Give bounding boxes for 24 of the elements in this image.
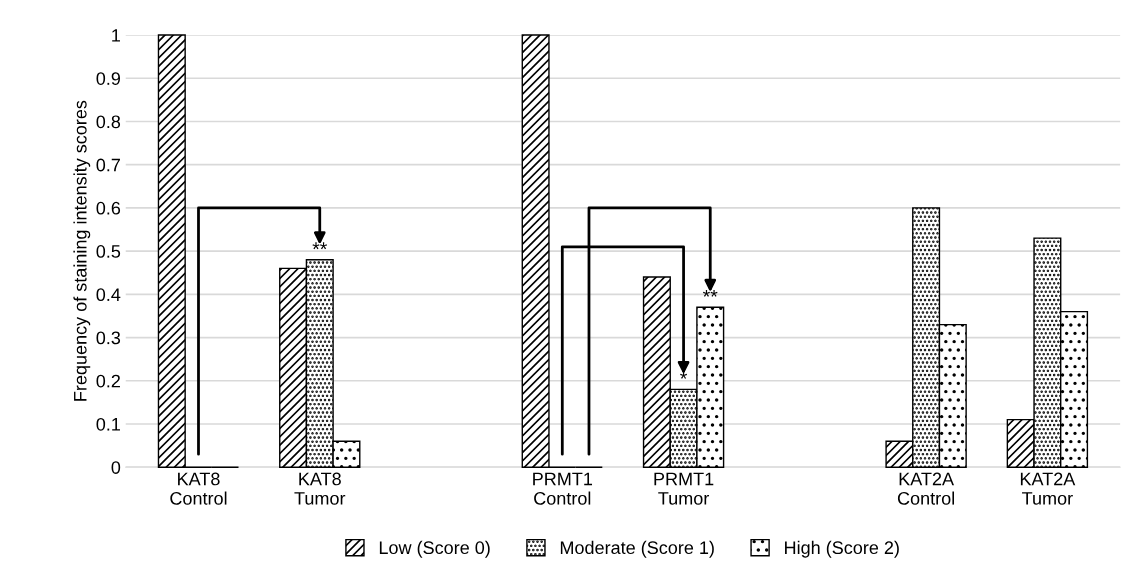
x-tick-label: KAT2A Control	[897, 472, 955, 505]
x-tick-label: KAT8 Control	[170, 472, 227, 505]
y-tick-label: 0.9	[96, 72, 121, 85]
x-tick-label: KAT2A Tumor	[1020, 472, 1076, 505]
legend-label: Low (Score 0)	[379, 540, 490, 558]
x-tick-label: PRMT1 Control	[533, 472, 593, 505]
y-tick-label: 0.5	[96, 245, 121, 258]
y-tick-label: 1	[112, 29, 120, 42]
y-tick-label: 0.6	[96, 201, 121, 215]
legend-label: Moderate (Score 1)	[560, 540, 714, 558]
annotation: **	[702, 289, 718, 297]
y-tick-label: 0.3	[96, 331, 121, 345]
y-tick-label: 0.2	[96, 374, 120, 388]
y-tick-label: 0.4	[96, 288, 121, 302]
y-tick-label: 0	[111, 461, 121, 474]
annotation: *	[680, 372, 688, 379]
annotation: **	[312, 242, 328, 250]
y-tick-label: 0.8	[96, 115, 121, 129]
x-tick-label: PRMT1 Tumor	[654, 472, 714, 505]
legend-label: High (Score 2)	[785, 540, 899, 558]
y-tick-label: 0.1	[96, 417, 120, 431]
y-axis-title: Frequency of staining intensity scores	[73, 100, 91, 401]
y-tick-label: 0.7	[96, 158, 120, 172]
x-tick-label: KAT8 Tumor	[294, 472, 346, 505]
